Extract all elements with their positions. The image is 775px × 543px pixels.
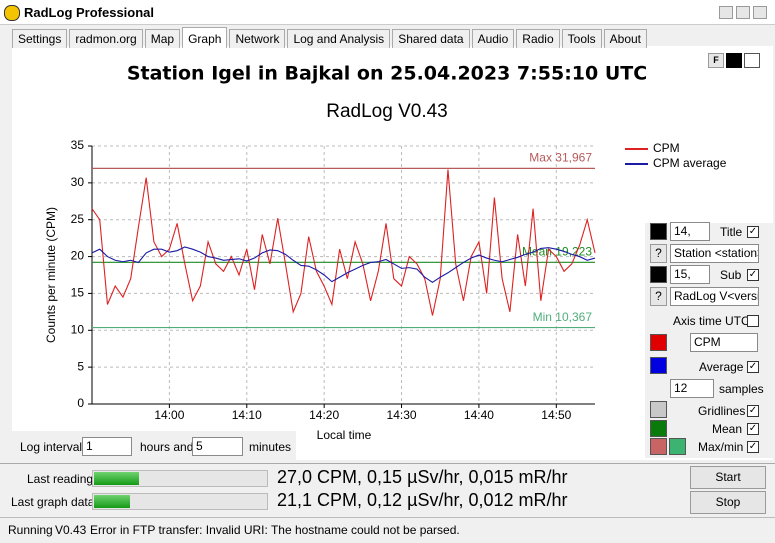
app-icon — [4, 5, 20, 21]
help-button[interactable]: ? — [650, 244, 667, 263]
fg-color[interactable] — [726, 53, 742, 68]
last-reading-label: Last reading — [27, 472, 94, 486]
y-tick-label: 5 — [77, 359, 84, 373]
gridlines-check[interactable]: ✓ — [747, 405, 759, 417]
font-button[interactable]: F — [708, 53, 724, 68]
ref-label: Mean 19,223 — [522, 244, 592, 258]
title-text[interactable]: Station <station> i — [670, 244, 759, 263]
graph-bar — [92, 493, 268, 510]
title-check[interactable]: ✓ — [747, 226, 759, 238]
mean-label: Mean — [712, 422, 743, 436]
average-check[interactable]: ✓ — [747, 361, 759, 373]
y-tick-label: 25 — [71, 212, 85, 226]
x-tick-label: 14:20 — [309, 408, 339, 422]
status-message: Error in FTP transfer: Invalid URI: The … — [90, 523, 460, 537]
tab[interactable]: Settings — [12, 29, 68, 48]
x-tick-label: 14:10 — [232, 408, 262, 422]
title-color[interactable] — [650, 223, 667, 240]
maximize-button[interactable] — [736, 6, 750, 19]
sub-color[interactable] — [650, 266, 667, 283]
x-axis-label: Local time — [317, 428, 372, 442]
maxmin-check[interactable]: ✓ — [747, 441, 759, 453]
minimize-button[interactable] — [719, 6, 733, 19]
cpm-color[interactable] — [650, 334, 667, 351]
reading-bar — [92, 470, 268, 487]
grid-color[interactable] — [650, 401, 667, 418]
maxmin-label: Max/min — [698, 440, 744, 454]
y-tick-label: 35 — [71, 138, 85, 152]
x-tick-label: 14:00 — [154, 408, 184, 422]
mean-color[interactable] — [650, 420, 667, 437]
legend-label: CPM average — [653, 156, 727, 170]
last-reading: 27,0 CPM, 0,15 µSv/hr, 0,015 mR/hr — [277, 467, 568, 487]
title-bar — [0, 0, 775, 25]
minutes-label: minutes — [249, 440, 292, 454]
last-graph-label: Last graph data — [11, 495, 95, 509]
series-line — [91, 169, 596, 316]
y-tick-label: 10 — [71, 322, 85, 336]
mean-check[interactable]: ✓ — [747, 423, 759, 435]
status-version: V0.43 — [55, 523, 87, 537]
bg-color[interactable] — [744, 53, 760, 68]
y-tick-label: 0 — [77, 396, 84, 410]
y-axis-label: Counts per minute (CPM) — [44, 207, 58, 343]
average-color[interactable] — [650, 357, 667, 374]
series-select[interactable]: CPM — [690, 333, 758, 352]
minutes-input[interactable]: 5 — [192, 437, 243, 456]
chart-title: Station Igel in Bajkal on 25.04.2023 7:5… — [127, 63, 647, 85]
ref-label: Min 10,367 — [533, 310, 593, 324]
last-graph: 21,1 CPM, 0,12 µSv/hr, 0,012 mR/hr — [277, 490, 568, 510]
title-label: Title — [720, 225, 743, 239]
y-tick-label: 30 — [71, 175, 85, 189]
close-button[interactable] — [753, 6, 767, 19]
axis-utc-label: Axis time UTC — [673, 314, 750, 328]
tab[interactable]: Shared data — [392, 29, 470, 48]
status-separator — [0, 517, 775, 518]
series-line — [91, 246, 596, 284]
stop-button[interactable]: Stop — [690, 491, 766, 514]
hours-label: hours and — [140, 440, 194, 454]
samples-input[interactable]: 12 — [670, 379, 714, 398]
x-tick-label: 14:40 — [464, 408, 494, 422]
tab[interactable]: Tools — [561, 29, 602, 48]
y-tick-label: 15 — [71, 286, 85, 300]
max-color[interactable] — [650, 438, 667, 455]
hours-input[interactable]: 1 — [82, 437, 132, 456]
tab[interactable]: radmon.org — [69, 29, 143, 48]
separator — [0, 463, 775, 464]
sub-label: Sub — [720, 268, 742, 282]
log-interval-label: Log interval — [20, 440, 83, 454]
sub-size[interactable]: 15, — [670, 265, 710, 284]
gridlines-label: Gridlines — [698, 404, 746, 418]
title-size[interactable]: 14, — [670, 222, 710, 241]
status-state: Running — [8, 523, 53, 537]
x-tick-label: 14:30 — [387, 408, 417, 422]
tab[interactable]: Map — [144, 29, 181, 48]
y-tick-label: 20 — [71, 249, 85, 263]
average-label: Average — [699, 360, 744, 374]
sub-text[interactable]: RadLog V<versio — [670, 287, 759, 306]
tab[interactable]: Audio — [471, 29, 515, 48]
tab[interactable]: About — [603, 29, 648, 48]
x-tick-label: 14:50 — [541, 408, 571, 422]
window-title: RadLog Professional — [24, 5, 155, 20]
samples-label: samples — [719, 382, 764, 396]
min-color[interactable] — [669, 438, 686, 455]
ref-label: Max 31,967 — [529, 151, 592, 165]
tab-strip: Settings radmon.org Map Graph Network Log and… — [12, 27, 649, 48]
tab[interactable]: Network — [229, 29, 286, 48]
help-button[interactable]: ? — [650, 287, 667, 306]
sub-check[interactable]: ✓ — [747, 269, 759, 281]
log-interval-box — [12, 431, 296, 460]
tab[interactable]: Log and Analysis — [287, 29, 391, 48]
start-button[interactable]: Start — [690, 466, 766, 489]
tab[interactable]: Radio — [516, 29, 560, 48]
chart-subtitle: RadLog V0.43 — [326, 101, 448, 122]
legend-label: CPM — [653, 141, 680, 155]
axis-utc-check[interactable] — [747, 315, 759, 327]
tab[interactable]: Graph — [182, 27, 228, 48]
